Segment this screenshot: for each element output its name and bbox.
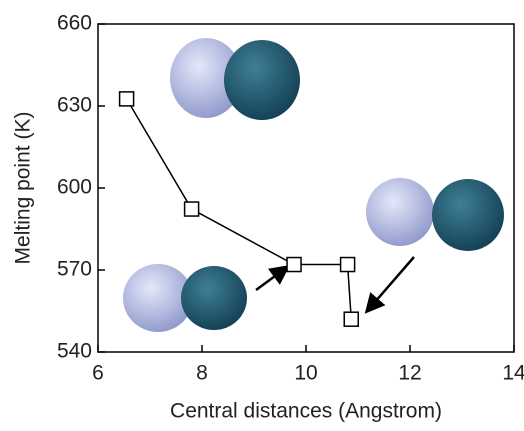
x-tick-label: 14: [502, 362, 524, 385]
y-tick-label: 630: [57, 94, 92, 117]
marker: [286, 256, 302, 273]
marker: [339, 256, 356, 273]
y-axis-title: Melting point (K): [12, 112, 35, 265]
x-tick-label: 8: [196, 362, 208, 385]
marker: [183, 201, 200, 217]
cluster-right: [366, 178, 504, 251]
y-tick-label: 660: [57, 12, 92, 35]
x-tick-label: 10: [294, 362, 317, 385]
y-tick-label: 540: [57, 340, 92, 363]
x-tick-label: 12: [398, 362, 421, 385]
marker: [118, 91, 135, 107]
cluster-bottom: [123, 264, 247, 332]
arrow: [364, 256, 415, 314]
x-axis-title: Central distances (Angstrom): [170, 400, 442, 423]
y-tick-label: 570: [57, 258, 92, 281]
marker: [343, 311, 359, 327]
y-tick-label: 600: [57, 176, 92, 199]
x-tick-label: 6: [92, 362, 104, 385]
arrow: [255, 265, 291, 292]
cluster-top: [170, 38, 300, 120]
